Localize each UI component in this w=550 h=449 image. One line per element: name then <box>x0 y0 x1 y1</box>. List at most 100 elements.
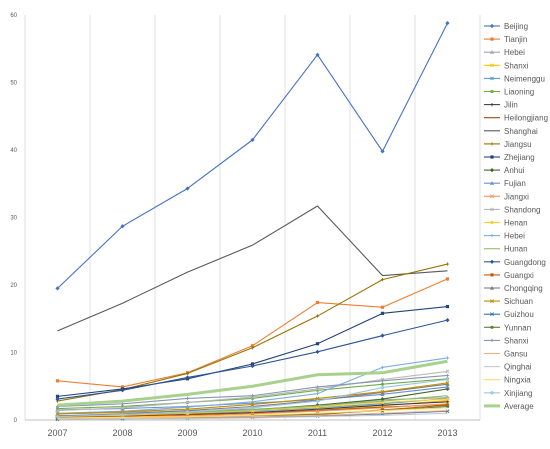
data-point <box>489 285 495 290</box>
legend-label: Shanxi <box>504 336 529 345</box>
data-point <box>445 384 450 389</box>
data-point <box>120 402 125 406</box>
legend-label: Gansu <box>504 350 528 359</box>
legend-item: Average <box>484 402 534 411</box>
data-point <box>120 412 125 417</box>
data-point <box>380 333 385 338</box>
data-point <box>489 259 495 264</box>
legend-label: Jiangxi <box>504 192 529 201</box>
series-gansu <box>57 410 448 420</box>
data-point <box>490 234 494 238</box>
x-axis: 2007 2008 2009 2010 2011 2012 2013 <box>47 428 457 438</box>
data-point <box>490 63 494 68</box>
y-tick-label: 20 <box>10 283 17 289</box>
x-tick-label: 2007 <box>47 428 67 438</box>
data-point <box>120 409 125 414</box>
x-tick-label: 2010 <box>242 428 262 438</box>
data-point <box>445 305 450 309</box>
legend-item: Hebei <box>484 232 525 241</box>
data-point <box>55 412 60 416</box>
data-point <box>380 278 385 282</box>
series-shanghai <box>57 205 448 332</box>
data-point <box>445 373 450 378</box>
legend-label: Ningxia <box>504 376 531 385</box>
legend-label: Anhui <box>504 166 525 175</box>
data-point <box>250 402 255 407</box>
legend-label: Guangdong <box>504 258 546 267</box>
legend-label: Shanghai <box>504 127 538 136</box>
data-point <box>445 369 450 374</box>
legend-label: Jiangsu <box>504 140 532 149</box>
series-group <box>55 21 450 422</box>
series-line <box>57 22 448 289</box>
legend-item: Shandong <box>484 205 540 214</box>
legend-label: Jilin <box>504 101 518 110</box>
series-line <box>57 410 448 420</box>
data-point <box>380 392 385 396</box>
data-point <box>315 385 320 389</box>
y-tick-label: 0 <box>14 418 18 424</box>
legend-item: Beijing <box>484 22 528 31</box>
legend-item: Tianjin <box>484 35 527 44</box>
y-axis-ticks: 0 10 20 30 40 50 60 <box>10 13 17 424</box>
data-point <box>490 103 494 107</box>
data-point <box>489 168 495 173</box>
data-point <box>490 338 494 342</box>
legend-item: Chongqing <box>484 284 543 293</box>
legend-label: Henan <box>504 219 528 228</box>
data-point <box>445 377 450 382</box>
series-beijing <box>55 21 450 291</box>
y-tick-label: 10 <box>10 351 17 357</box>
data-point <box>250 344 255 348</box>
legend-item: Jilin <box>484 101 518 110</box>
data-point <box>490 194 494 199</box>
data-point <box>489 390 495 395</box>
data-point <box>489 50 495 54</box>
data-point <box>380 379 385 383</box>
legend-item: Hunan <box>484 245 528 254</box>
data-point <box>250 400 255 404</box>
data-point <box>315 300 320 305</box>
legend-item: Qinghai <box>484 363 532 372</box>
data-point <box>185 371 190 376</box>
data-point <box>490 273 494 277</box>
legend-label: Zhejiang <box>504 153 535 162</box>
legend-label: Tianjin <box>504 35 527 44</box>
legend-label: Chongqing <box>504 284 543 293</box>
data-point <box>250 394 255 398</box>
data-point <box>250 137 255 142</box>
data-point <box>185 400 190 405</box>
series-xinjiang <box>55 377 450 419</box>
data-point <box>315 349 320 354</box>
data-point <box>445 404 450 409</box>
data-point <box>120 405 125 410</box>
data-point <box>490 325 494 329</box>
legend-item: Heilongjiang <box>484 114 548 123</box>
grid-lines <box>24 15 481 421</box>
data-point <box>445 21 450 26</box>
legend-item: Guangxi <box>484 271 534 280</box>
data-point <box>55 396 60 402</box>
legend-item: Xinjiang <box>484 389 532 398</box>
data-point <box>490 207 494 212</box>
data-point <box>250 346 255 350</box>
data-point <box>315 399 320 404</box>
series-average <box>57 359 448 407</box>
legend-label: Sichuan <box>504 297 533 306</box>
data-point <box>315 409 320 414</box>
data-point <box>185 407 190 412</box>
y-tick-label: 60 <box>10 13 17 19</box>
legend-item: Jiangsu <box>484 140 532 149</box>
data-point <box>315 52 320 57</box>
x-tick-label: 2009 <box>177 428 197 438</box>
legend-item: Fujian <box>484 179 526 188</box>
data-point <box>380 385 385 390</box>
legend-label: Xinjiang <box>504 389 532 398</box>
legend-label: Shandong <box>504 205 540 214</box>
data-point <box>55 414 60 419</box>
data-point <box>380 403 385 407</box>
series-line <box>57 306 448 397</box>
data-point <box>55 394 60 398</box>
series-ningxia <box>57 407 448 419</box>
legend-item: Yunnan <box>484 323 531 332</box>
